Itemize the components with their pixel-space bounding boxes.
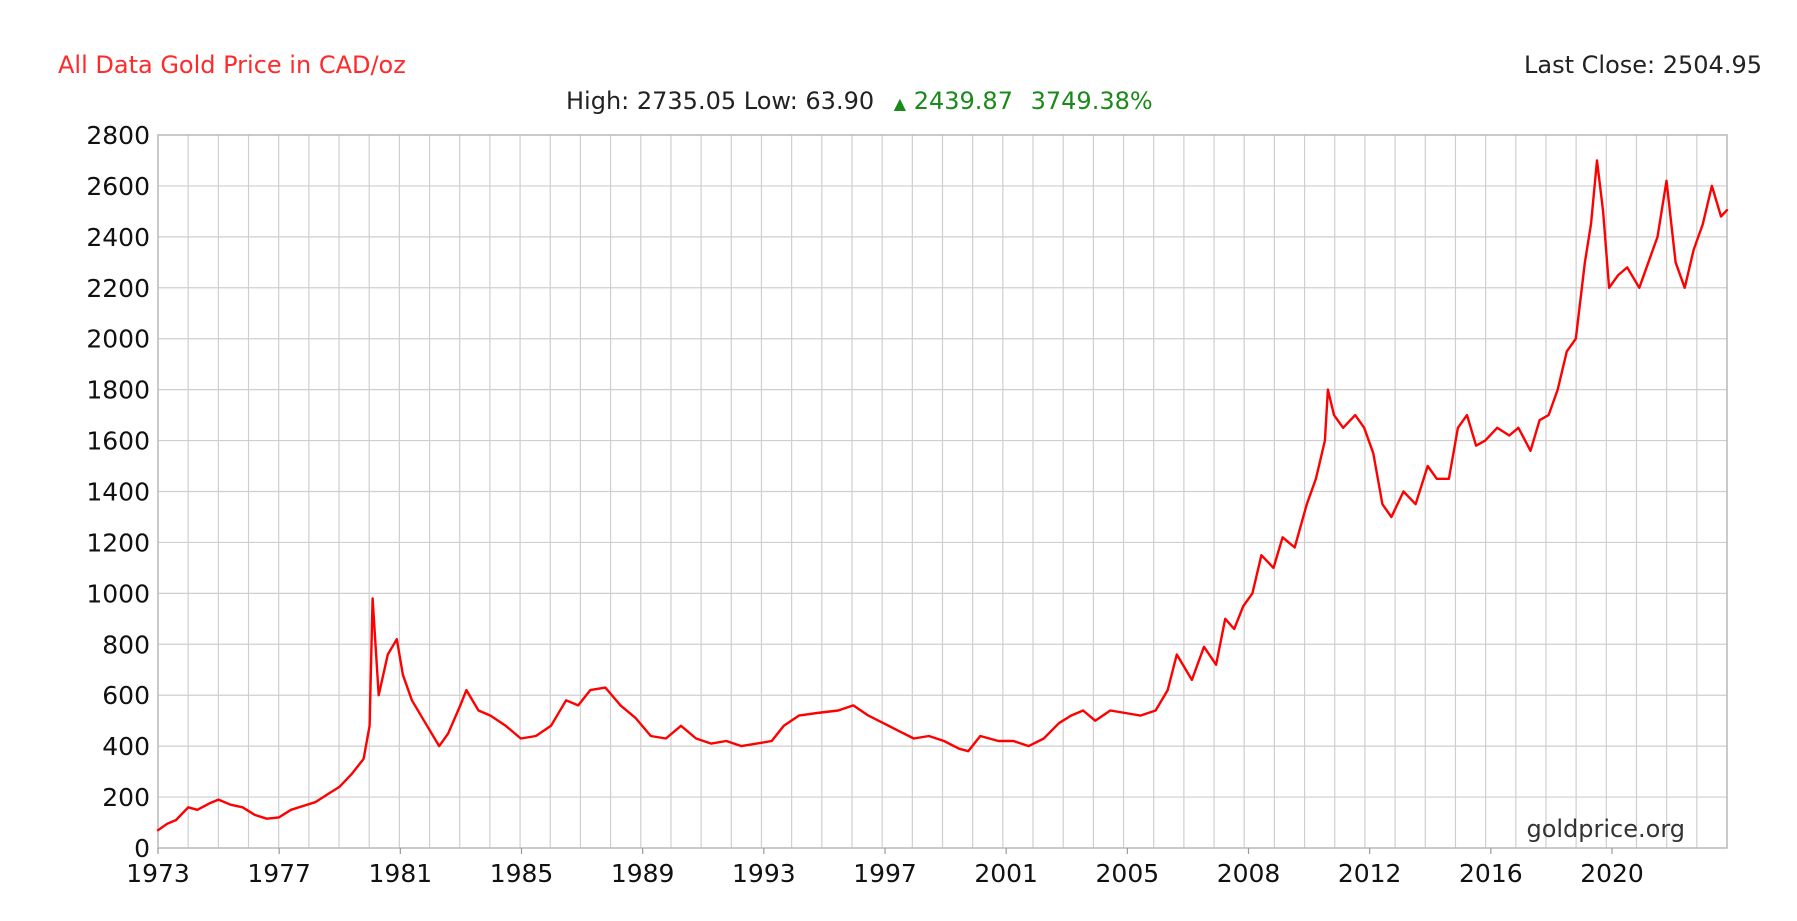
- high-low-summary: High: 2735.05 Low: 63.90 ▲ 2439.87 3749.…: [566, 87, 1153, 115]
- y-tick-label: 1200: [86, 528, 150, 557]
- gold-price-line: [156, 159, 1729, 832]
- watermark: goldprice.org: [1526, 815, 1685, 843]
- y-tick-label: 200: [102, 783, 150, 812]
- x-axis: 1973 1977 1981 1985 1989 1993 1997 2001 2005 2008…: [126, 848, 1644, 888]
- x-tick-label: 2008: [1217, 859, 1281, 888]
- series-layer: [156, 159, 1729, 832]
- y-tick-label: 2600: [86, 172, 150, 201]
- x-tick-label: 2005: [1096, 859, 1160, 888]
- x-tick-label: 1989: [611, 859, 675, 888]
- horizontal-grid: [158, 185, 1727, 798]
- change-value: 2439.87: [914, 87, 1013, 115]
- x-tick-label: 2016: [1459, 859, 1523, 888]
- y-tick-label: 400: [102, 732, 150, 761]
- y-tick-label: 1600: [86, 427, 150, 456]
- x-tick-label: 1977: [247, 859, 311, 888]
- x-tick-label: 1973: [126, 859, 190, 888]
- chart-title: All Data Gold Price in CAD/oz: [58, 51, 406, 79]
- y-tick-label: 1400: [86, 478, 150, 507]
- y-tick-label: 2400: [86, 223, 150, 252]
- y-tick-label: 2200: [86, 274, 150, 303]
- x-tick-label: 1997: [853, 859, 917, 888]
- y-axis: 0 200 400 600 800 1000 1200 1400 1600 1800 2000 220…: [86, 121, 150, 863]
- x-tick-label: 2020: [1580, 859, 1644, 888]
- y-tick-label: 2800: [86, 121, 150, 150]
- y-tick-label: 2000: [86, 325, 150, 354]
- y-tick-label: 1800: [86, 376, 150, 405]
- y-tick-label: 600: [102, 681, 150, 710]
- up-triangle-icon: ▲: [894, 94, 907, 113]
- y-tick-label: 1000: [86, 579, 150, 608]
- x-tick-label: 2012: [1338, 859, 1402, 888]
- high-low-label: High: 2735.05 Low: 63.90: [566, 87, 874, 115]
- last-close-label: Last Close: 2504.95: [1524, 51, 1762, 79]
- x-tick-label: 2001: [974, 859, 1038, 888]
- change-percent: 3749.38%: [1031, 87, 1153, 115]
- y-tick-label: 800: [102, 630, 150, 659]
- x-tick-label: 1981: [369, 859, 433, 888]
- y-tick-label: 0: [134, 834, 150, 863]
- x-tick-label: 1985: [490, 859, 554, 888]
- plot-frame: [157, 134, 1728, 849]
- x-tick-label: 1993: [732, 859, 796, 888]
